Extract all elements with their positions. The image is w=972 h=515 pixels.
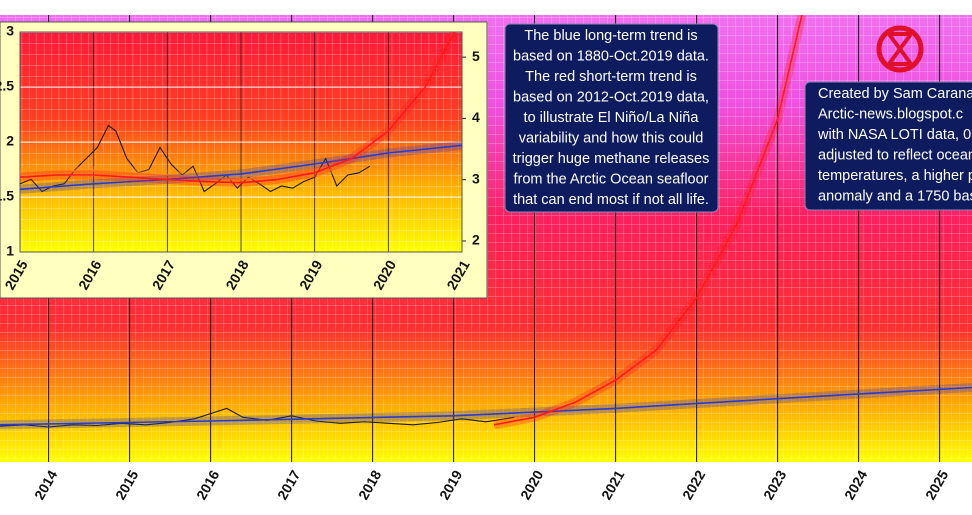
note-line: Arctic-news.blogspot.c bbox=[818, 106, 963, 122]
note-line: Created by Sam Carana bbox=[818, 86, 972, 102]
note-line: that can end most if not all life. bbox=[513, 192, 709, 208]
x-tick-label: 2021 bbox=[598, 467, 628, 502]
credit-box bbox=[804, 81, 972, 211]
x-tick-label: 2019 bbox=[436, 467, 466, 502]
trend-line bbox=[20, 144, 462, 191]
note-line: anomaly and a 1750 bas bbox=[818, 188, 972, 204]
y2-tick-label: 2 bbox=[472, 232, 480, 248]
note-line: based on 1880-Oct.2019 data. bbox=[513, 48, 709, 64]
inset-chart: 201520162017201820192020202111.522.53234… bbox=[0, 21, 488, 299]
x-tick-label: 2016 bbox=[193, 467, 223, 502]
trend-line bbox=[20, 32, 456, 184]
note-line: variability and how this could bbox=[519, 130, 704, 146]
trend-line bbox=[493, 15, 803, 426]
note-line: based on 2012-Oct.2019 data, bbox=[513, 89, 709, 105]
x-tick-label: 2023 bbox=[760, 467, 790, 502]
y2-tick-label: 3 bbox=[472, 170, 480, 186]
note-line: with NASA LOTI data, 0.7 bbox=[817, 127, 972, 143]
y-tick-label: 3 bbox=[6, 23, 14, 39]
note-line: temperatures, a higher p bbox=[818, 168, 972, 184]
note-line: trigger huge methane releases bbox=[513, 151, 710, 167]
x-tick-label: 2024 bbox=[841, 467, 871, 502]
inset-plot-border bbox=[19, 31, 463, 253]
note-line: from the Arctic Ocean seafloor bbox=[513, 171, 708, 187]
x-tick-label: 2015 bbox=[112, 467, 142, 502]
note-line: The red short-term trend is bbox=[525, 69, 697, 85]
note-line: The blue long-term trend is bbox=[524, 28, 697, 44]
x-tick-label: 2018 bbox=[355, 467, 385, 502]
note-line: to illustrate El Niño/La Niña bbox=[524, 110, 700, 126]
trend-note-box bbox=[504, 23, 719, 213]
logo bbox=[876, 25, 924, 73]
trend-line bbox=[0, 386, 972, 426]
data-line bbox=[0, 407, 515, 428]
series-group bbox=[20, 32, 462, 194]
y-tick-label: 1.5 bbox=[0, 188, 14, 204]
x-tick-label: 2014 bbox=[31, 467, 61, 502]
data-line bbox=[20, 124, 371, 193]
x-tick-label: 2017 bbox=[274, 467, 304, 502]
y-tick-label: 1 bbox=[6, 243, 14, 259]
y2-tick-label: 4 bbox=[472, 109, 480, 125]
note-line: adjusted to reflect ocean bbox=[818, 147, 972, 163]
y-tick-label: 2.5 bbox=[0, 78, 14, 94]
x-tick-label: 2022 bbox=[679, 467, 709, 502]
x-tick-label: 2025 bbox=[922, 467, 952, 502]
y2-tick-label: 5 bbox=[472, 48, 480, 64]
y-tick-label: 2 bbox=[6, 133, 14, 149]
series-group bbox=[0, 15, 972, 430]
x-tick-label: 2020 bbox=[517, 467, 547, 502]
